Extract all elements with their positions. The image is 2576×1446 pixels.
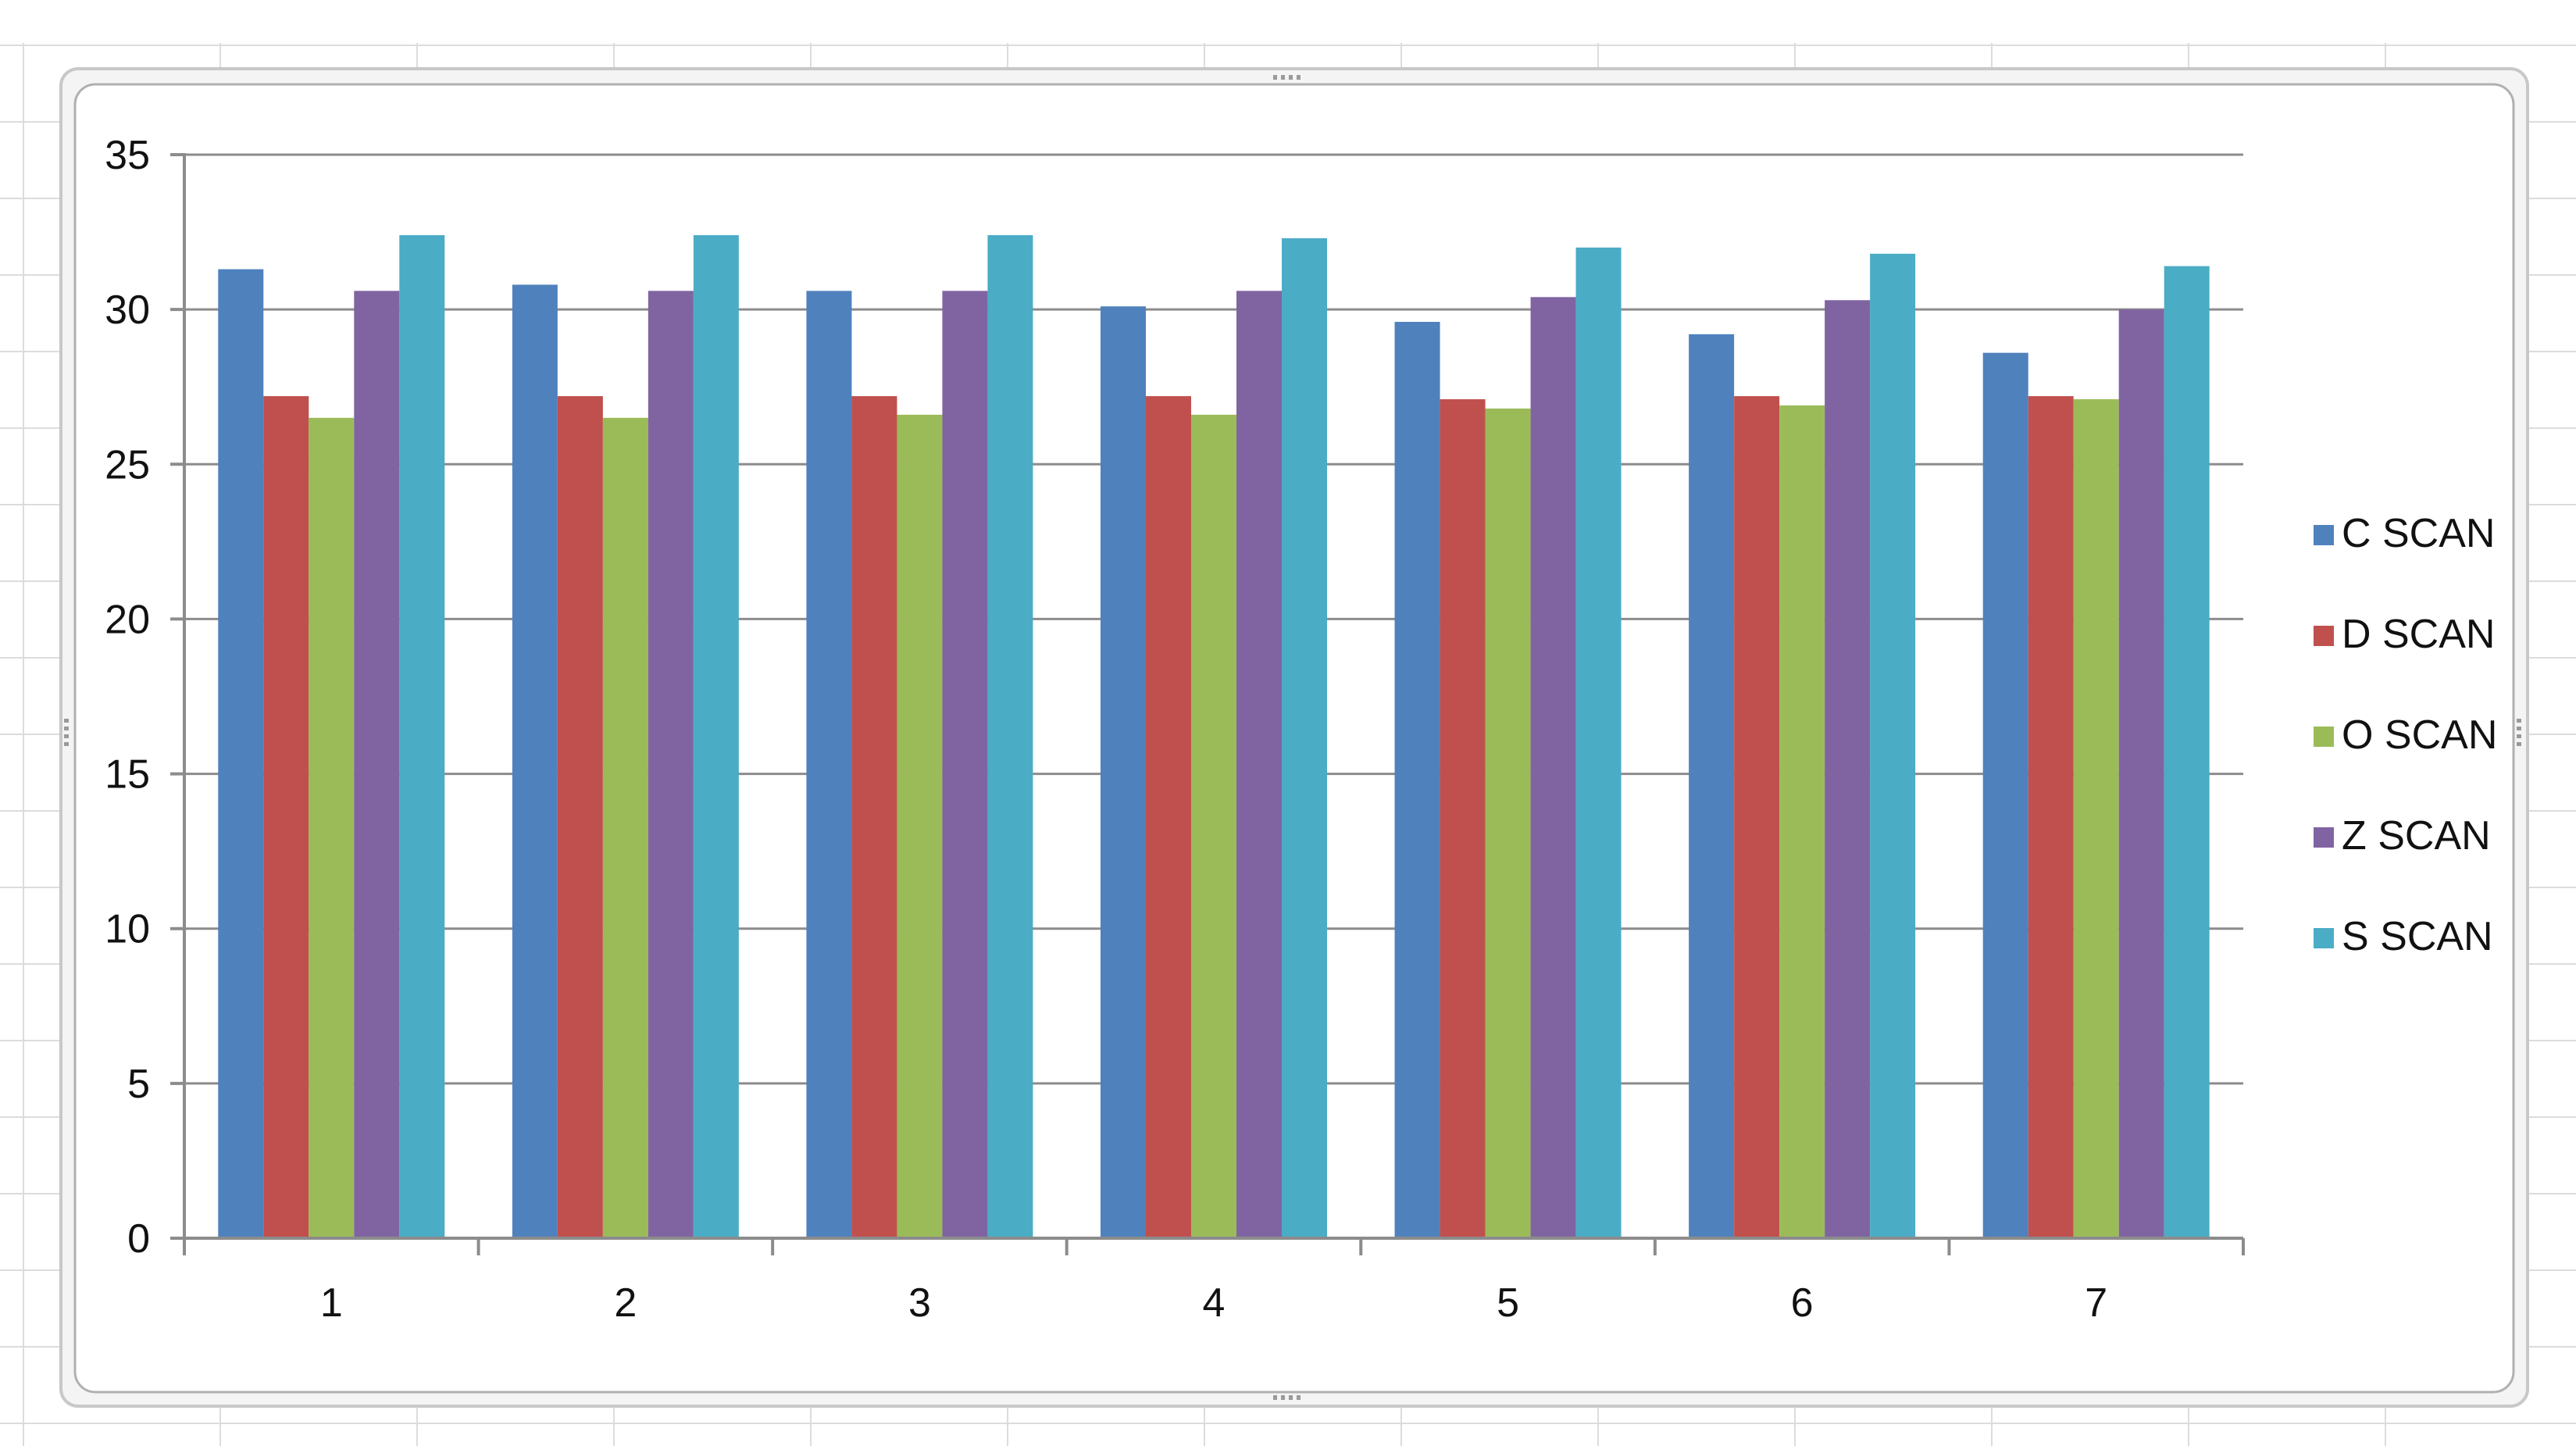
bar-z-scan-4: [1236, 291, 1282, 1238]
y-tick-labels: 0 5 10 15 20 25 30 35: [105, 133, 150, 1262]
legend-item: Z SCAN: [2314, 813, 2491, 859]
legend-label: O SCAN: [2342, 712, 2497, 758]
bar-d-scan-7: [2028, 396, 2074, 1239]
y-tick-label: 0: [127, 1216, 150, 1262]
axes: [183, 153, 2245, 1255]
bar-series-group: [218, 235, 2210, 1239]
resize-handle-dot: [64, 719, 69, 723]
bar-o-scan-4: [1191, 414, 1236, 1238]
legend-item: D SCAN: [2314, 612, 2495, 657]
bar-z-scan-7: [2118, 309, 2164, 1239]
x-tick-label: 3: [908, 1280, 931, 1326]
x-tick-label: 4: [1203, 1280, 1226, 1326]
legend-label: Z SCAN: [2342, 813, 2491, 859]
bar-c-scan-6: [1689, 334, 1735, 1238]
bar-z-scan-6: [1825, 300, 1871, 1238]
x-tick-labels: 1 2 3 4 5 6 7: [320, 1280, 2107, 1326]
legend-item: S SCAN: [2314, 914, 2493, 959]
resize-handle-dot: [64, 742, 69, 746]
resize-handle-dot: [1289, 75, 1293, 80]
legend-item: O SCAN: [2314, 712, 2497, 758]
resize-handle-dot: [1281, 75, 1285, 80]
plot-area: 0 5 10 15 20 25 30 35 1 2 3 4 5 6 7: [105, 133, 2245, 1326]
bar-c-scan-3: [806, 291, 852, 1238]
bar-d-scan-5: [1440, 399, 1486, 1239]
bar-c-scan-4: [1101, 306, 1146, 1239]
x-tick-label: 2: [614, 1280, 637, 1326]
bar-c-scan-5: [1394, 321, 1440, 1239]
y-tick-label: 35: [105, 133, 150, 178]
resize-handle-dot: [1289, 1395, 1293, 1400]
bar-o-scan-3: [897, 414, 943, 1238]
resize-handle-dot: [1281, 1395, 1285, 1400]
bar-o-scan-2: [602, 417, 648, 1239]
y-tick-label: 20: [105, 597, 150, 642]
y-tick-label: 5: [127, 1062, 150, 1107]
resize-handle-dot: [2517, 734, 2521, 738]
resize-handle-dot: [2517, 742, 2521, 746]
legend-swatch: [2314, 827, 2334, 848]
resize-handle-dot: [2517, 719, 2521, 723]
x-tick-label: 6: [1791, 1280, 1814, 1326]
bar-s-scan-2: [693, 235, 739, 1238]
legend-swatch: [2314, 525, 2334, 545]
resize-handle-dot: [1273, 75, 1277, 80]
y-tick-label: 15: [105, 752, 150, 798]
bar-s-scan-5: [1575, 247, 1622, 1238]
bar-o-scan-7: [2073, 399, 2119, 1239]
resize-handle-dot: [1297, 75, 1300, 80]
bar-z-scan-3: [942, 291, 988, 1238]
legend-item: C SCAN: [2314, 511, 2495, 556]
legend-swatch: [2314, 727, 2334, 747]
legend[interactable]: C SCAN D SCAN O SCAN Z SCAN S SCAN: [2314, 511, 2497, 959]
bar-s-scan-6: [1870, 253, 1916, 1239]
resize-handle-dot: [64, 734, 69, 738]
x-tick-label: 5: [1497, 1280, 1519, 1326]
chart-resize-handles[interactable]: [64, 75, 2521, 1400]
x-tick-label: 7: [2085, 1280, 2107, 1326]
legend-swatch: [2314, 626, 2334, 646]
legend-label: D SCAN: [2342, 612, 2495, 657]
x-tick-label: 1: [320, 1280, 343, 1326]
resize-handle-dot: [1297, 1395, 1300, 1400]
bar-z-scan-5: [1530, 297, 1576, 1238]
bar-s-scan-3: [987, 235, 1033, 1238]
resize-handle-dot: [1273, 1395, 1277, 1400]
bar-z-scan-1: [354, 291, 400, 1238]
legend-label: S SCAN: [2342, 914, 2493, 959]
legend-label: C SCAN: [2342, 511, 2495, 556]
bar-c-scan-7: [1982, 352, 2028, 1239]
bar-d-scan-3: [851, 396, 897, 1239]
bar-z-scan-2: [648, 291, 694, 1238]
y-tick-label: 30: [105, 287, 150, 333]
bar-o-scan-6: [1779, 405, 1825, 1238]
bar-d-scan-4: [1146, 396, 1191, 1239]
y-tick-label: 25: [105, 442, 150, 487]
bar-c-scan-1: [218, 269, 264, 1238]
bar-s-scan-4: [1282, 237, 1327, 1239]
bar-o-scan-5: [1485, 408, 1531, 1238]
resize-handle-dot: [64, 727, 69, 730]
bar-d-scan-2: [557, 396, 603, 1239]
resize-handle-dot: [2517, 727, 2521, 730]
bar-d-scan-1: [263, 396, 309, 1239]
bar-o-scan-1: [309, 417, 355, 1239]
y-tick-label: 10: [105, 907, 150, 952]
bar-d-scan-6: [1734, 396, 1780, 1239]
bar-s-scan-1: [399, 235, 445, 1238]
bar-c-scan-2: [512, 284, 558, 1239]
legend-swatch: [2314, 928, 2334, 948]
bar-s-scan-7: [2164, 266, 2210, 1239]
